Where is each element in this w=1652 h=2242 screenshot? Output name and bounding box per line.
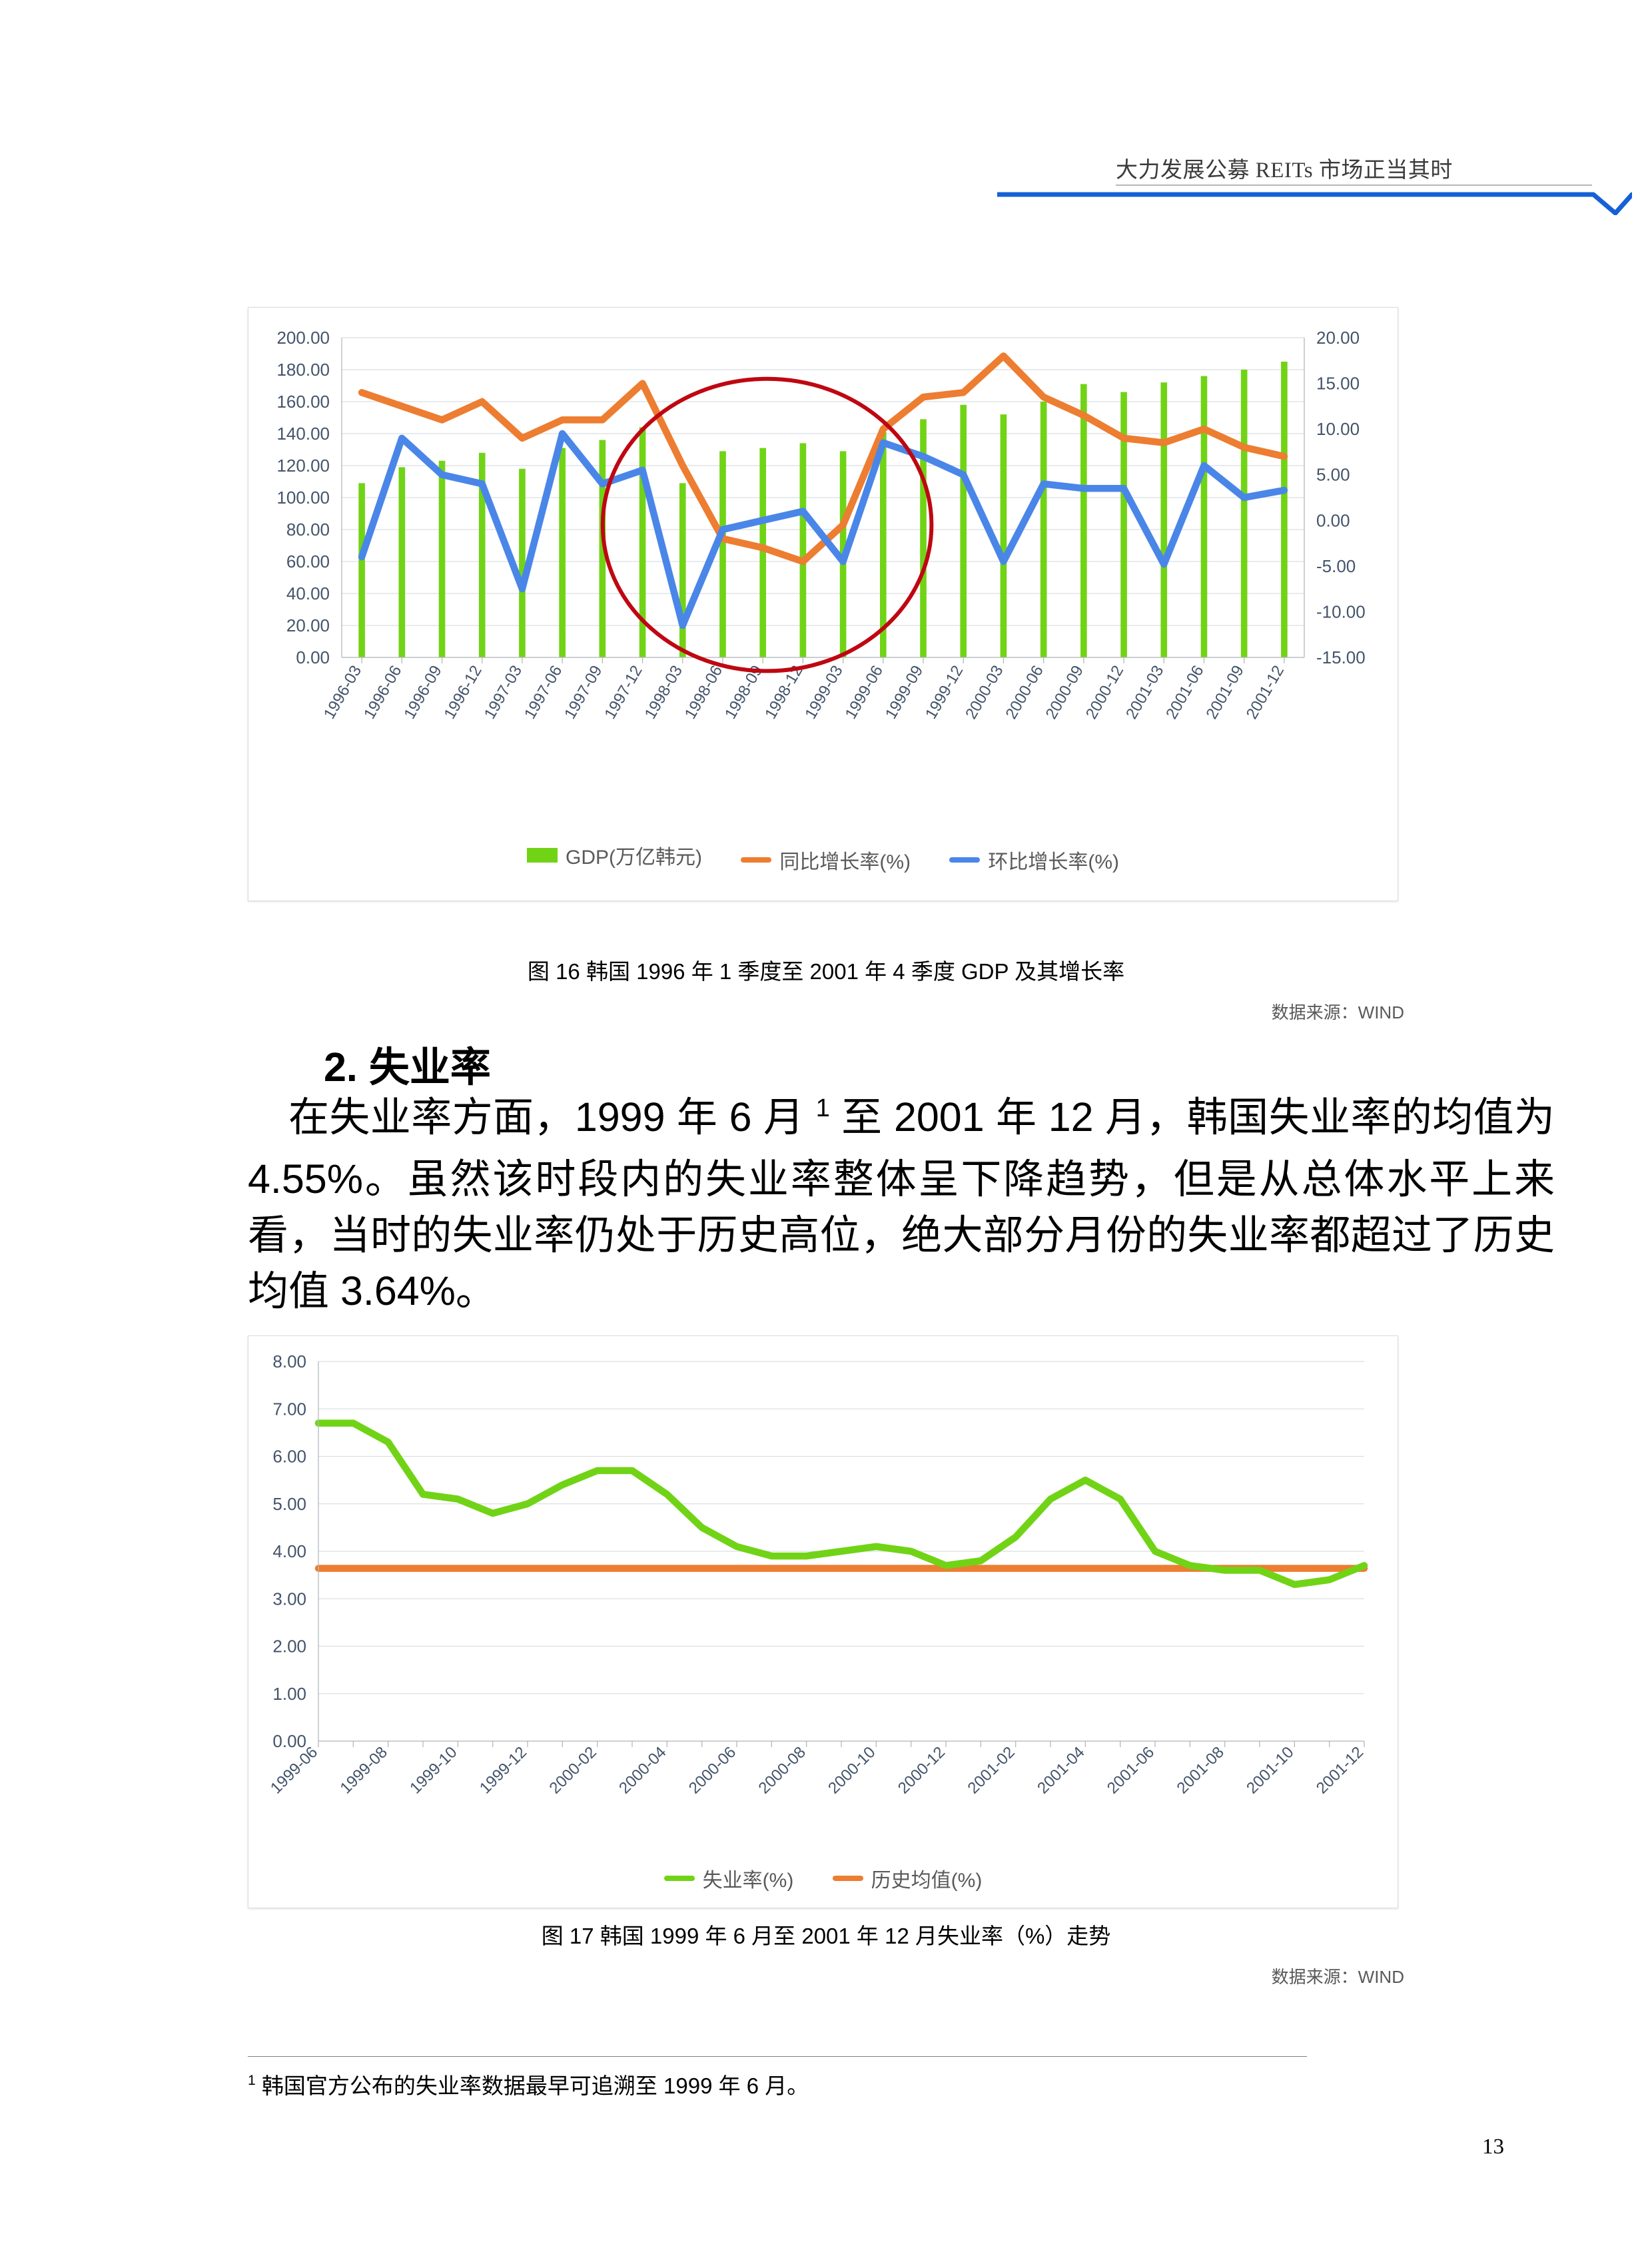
svg-text:2000-12: 2000-12 [895,1743,949,1797]
svg-text:2001-06: 2001-06 [1162,663,1207,723]
svg-text:-10.00: -10.00 [1316,601,1366,621]
svg-text:1999-03: 1999-03 [801,663,846,723]
svg-text:2001-10: 2001-10 [1243,1743,1297,1797]
svg-text:2000-06: 2000-06 [685,1743,739,1797]
svg-text:2000-04: 2000-04 [616,1743,669,1797]
svg-text:60.00: 60.00 [286,552,330,571]
svg-text:1997-06: 1997-06 [521,663,566,723]
svg-text:2001-02: 2001-02 [965,1743,1019,1797]
svg-text:1999-06: 1999-06 [267,1743,321,1797]
svg-text:1996-03: 1996-03 [320,663,365,723]
svg-text:8.00: 8.00 [272,1351,306,1371]
svg-text:0.00: 0.00 [272,1731,306,1751]
svg-text:4.00: 4.00 [272,1541,306,1561]
svg-text:180.00: 180.00 [276,360,330,380]
svg-text:2000-08: 2000-08 [755,1743,809,1797]
svg-text:200.00: 200.00 [276,328,330,348]
svg-text:1996-09: 1996-09 [400,663,445,723]
svg-text:2001-09: 2001-09 [1202,663,1247,723]
svg-text:1997-12: 1997-12 [601,663,645,723]
svg-text:20.00: 20.00 [286,615,330,635]
svg-text:20.00: 20.00 [1316,328,1360,348]
svg-text:1.00: 1.00 [272,1684,306,1704]
svg-text:0.00: 0.00 [296,647,330,667]
svg-text:120.00: 120.00 [276,456,330,476]
svg-text:80.00: 80.00 [286,520,330,540]
svg-text:2.00: 2.00 [272,1637,306,1657]
svg-text:1999-12: 1999-12 [476,1743,530,1797]
svg-text:10.00: 10.00 [1316,419,1360,439]
svg-text:3.00: 3.00 [272,1589,306,1609]
svg-text:40.00: 40.00 [286,583,330,603]
svg-text:6.00: 6.00 [272,1447,306,1467]
svg-text:15.00: 15.00 [1316,374,1360,394]
svg-text:100.00: 100.00 [276,488,330,508]
svg-text:1997-09: 1997-09 [561,663,606,723]
svg-text:1996-12: 1996-12 [441,663,486,723]
svg-text:2001-06: 2001-06 [1104,1743,1158,1797]
svg-text:-15.00: -15.00 [1316,647,1366,667]
svg-text:2001-04: 2001-04 [1034,1743,1088,1797]
svg-text:1999-12: 1999-12 [922,663,967,723]
svg-text:2001-12: 2001-12 [1243,663,1288,723]
svg-text:1999-10: 1999-10 [406,1743,460,1797]
svg-text:1998-09: 1998-09 [721,663,766,723]
svg-text:1999-09: 1999-09 [882,663,927,723]
svg-text:2000-09: 2000-09 [1042,663,1087,723]
svg-text:7.00: 7.00 [272,1399,306,1419]
svg-text:140.00: 140.00 [276,424,330,444]
svg-text:5.00: 5.00 [272,1494,306,1514]
svg-text:2000-12: 2000-12 [1082,663,1127,723]
svg-text:2001-08: 2001-08 [1174,1743,1228,1797]
svg-text:1999-08: 1999-08 [337,1743,391,1797]
svg-text:2001-12: 2001-12 [1313,1743,1367,1797]
svg-text:0.00: 0.00 [1316,510,1350,530]
svg-text:2000-02: 2000-02 [546,1743,600,1797]
svg-text:160.00: 160.00 [276,392,330,412]
svg-text:2000-10: 2000-10 [825,1743,879,1797]
svg-text:1999-06: 1999-06 [842,663,887,723]
svg-text:2000-06: 2000-06 [1002,663,1046,723]
svg-text:1998-03: 1998-03 [641,663,686,723]
svg-text:1998-06: 1998-06 [681,663,726,723]
svg-text:-5.00: -5.00 [1316,556,1356,576]
svg-text:2000-03: 2000-03 [962,663,1007,723]
svg-text:2001-03: 2001-03 [1122,663,1167,723]
svg-text:1997-03: 1997-03 [481,663,526,723]
svg-text:1998-12: 1998-12 [761,663,806,723]
svg-text:5.00: 5.00 [1316,465,1350,485]
svg-text:1996-06: 1996-06 [360,663,405,723]
